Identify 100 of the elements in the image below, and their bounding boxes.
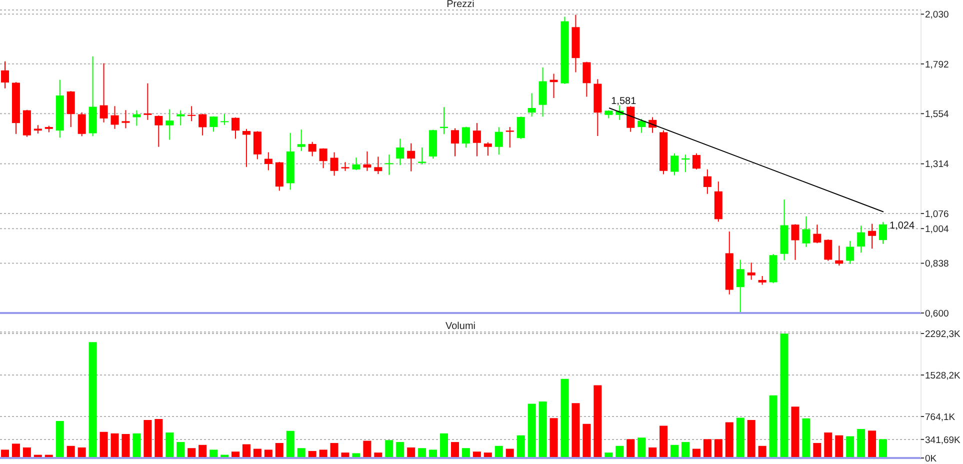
bar bbox=[879, 439, 888, 458]
bar bbox=[286, 430, 294, 458]
y-tick-label: 1,554 bbox=[925, 109, 949, 120]
y-tick-label: 1528,2K bbox=[925, 370, 962, 382]
bar bbox=[648, 447, 657, 458]
bar bbox=[396, 442, 404, 458]
bar bbox=[22, 447, 31, 458]
candlestick bbox=[450, 128, 459, 157]
bar bbox=[824, 432, 832, 458]
bar bbox=[132, 433, 141, 458]
bar bbox=[594, 385, 602, 458]
candlestick bbox=[144, 82, 152, 120]
candlestick bbox=[472, 122, 481, 157]
bar bbox=[319, 450, 328, 458]
bar bbox=[791, 406, 800, 458]
candlestick bbox=[198, 113, 207, 136]
bar bbox=[462, 448, 470, 458]
candlestick bbox=[154, 115, 163, 148]
bar bbox=[582, 424, 591, 458]
bar bbox=[275, 443, 284, 458]
candlestick bbox=[824, 238, 832, 262]
candlestick bbox=[100, 62, 108, 123]
bar bbox=[703, 439, 712, 458]
bar bbox=[813, 443, 822, 458]
bar bbox=[528, 404, 536, 458]
bar bbox=[626, 439, 635, 458]
y-tick-label: 0K bbox=[925, 453, 938, 464]
bar bbox=[660, 426, 668, 458]
candlestick bbox=[582, 61, 591, 98]
candlestick bbox=[846, 240, 854, 264]
candlestick bbox=[308, 141, 316, 157]
candlestick bbox=[176, 110, 185, 126]
bar bbox=[363, 440, 372, 458]
bar bbox=[747, 420, 756, 458]
bar bbox=[418, 448, 426, 458]
candlestick bbox=[1, 60, 9, 89]
candlestick bbox=[484, 142, 492, 156]
candlestick bbox=[516, 116, 525, 140]
candlestick bbox=[703, 168, 712, 194]
bar bbox=[56, 420, 64, 458]
candlestick bbox=[736, 259, 744, 312]
bar bbox=[857, 428, 866, 458]
chart-title: Volumi bbox=[444, 321, 476, 332]
bar bbox=[210, 450, 218, 458]
candlestick bbox=[802, 216, 810, 248]
bar bbox=[144, 420, 152, 458]
y-tick-label: 341,69K bbox=[925, 434, 962, 446]
candlestick bbox=[626, 106, 635, 132]
bar bbox=[385, 440, 394, 458]
bar bbox=[154, 419, 163, 458]
candlestick bbox=[122, 110, 130, 129]
bar bbox=[494, 446, 503, 458]
candlestick bbox=[506, 126, 514, 148]
candlestick bbox=[396, 138, 404, 166]
y-tick-label: 1,792 bbox=[925, 59, 949, 70]
candlestick bbox=[494, 126, 503, 156]
candlestick bbox=[791, 224, 800, 260]
candlestick bbox=[231, 116, 240, 140]
bar bbox=[780, 334, 788, 458]
candlestick bbox=[319, 148, 328, 169]
y-tick-label: 764,1K bbox=[925, 412, 956, 423]
candlestick bbox=[418, 147, 426, 165]
bar bbox=[802, 418, 810, 458]
bar bbox=[264, 450, 272, 458]
bar bbox=[846, 436, 854, 458]
candlestick bbox=[835, 245, 844, 266]
y-tick-label: 0,600 bbox=[925, 308, 949, 320]
y-tick-label: 0,838 bbox=[925, 258, 949, 270]
bar bbox=[681, 442, 690, 458]
bar bbox=[616, 446, 624, 458]
chart-title: Prezzi bbox=[446, 0, 476, 10]
bar bbox=[407, 447, 416, 458]
candlestick bbox=[385, 154, 394, 176]
candlestick bbox=[253, 130, 262, 160]
bar bbox=[835, 435, 844, 458]
candlestick bbox=[670, 152, 678, 176]
bar bbox=[638, 438, 646, 458]
bar bbox=[242, 444, 250, 458]
candlestick bbox=[166, 108, 174, 140]
candlestick bbox=[352, 157, 360, 171]
bar bbox=[550, 418, 558, 458]
bar bbox=[78, 447, 86, 458]
candlestick bbox=[210, 116, 218, 132]
y-tick-label: 1,314 bbox=[925, 159, 949, 170]
candlestick bbox=[407, 142, 416, 172]
candlestick bbox=[66, 90, 75, 128]
bar bbox=[88, 342, 97, 458]
bar bbox=[1, 450, 9, 458]
bar bbox=[725, 422, 734, 458]
bar bbox=[758, 446, 766, 458]
data-label: 1,581 bbox=[611, 96, 637, 108]
candlestick bbox=[374, 156, 382, 175]
bar bbox=[330, 443, 338, 458]
y-tick-label: 2292,3K bbox=[925, 328, 962, 340]
candlestick bbox=[297, 129, 306, 152]
bar bbox=[516, 435, 525, 458]
candlestick bbox=[638, 118, 646, 134]
bar bbox=[736, 418, 744, 458]
bar bbox=[166, 432, 174, 458]
candlestick bbox=[242, 128, 250, 168]
